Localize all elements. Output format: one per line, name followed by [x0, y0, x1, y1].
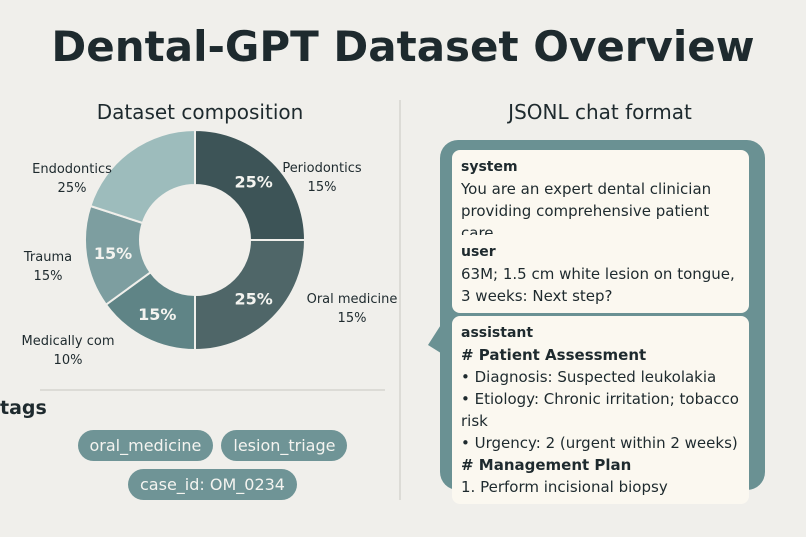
category-percent: 15%	[34, 269, 63, 284]
category-label: Oral medicine	[307, 292, 398, 307]
message-role: assistant	[461, 325, 534, 341]
tags-title: tags	[0, 397, 47, 419]
category-percent: 25%	[58, 181, 87, 196]
donut-slice	[194, 128, 307, 241]
chat-panel: system You are an expert dental clinician…	[440, 140, 765, 504]
slice-label: 25%	[235, 290, 273, 309]
category-percent: 15%	[308, 180, 337, 195]
message-line: # Management Plan	[461, 456, 632, 474]
category-percent: 15%	[338, 311, 367, 326]
message: system You are an expert dental clinician…	[452, 150, 749, 250]
message-line: 63M; 1.5 cm white lesion on tongue,	[461, 265, 735, 283]
slice-label: 15%	[94, 244, 132, 263]
slice-label: 15%	[138, 305, 176, 324]
chat-title: JSONL chat format	[508, 100, 692, 124]
message-line: # Patient Assessment	[461, 346, 647, 364]
donut-slice	[194, 239, 307, 352]
category-label: Endodontics	[32, 162, 112, 177]
message: assistant # Patient Assessment • Diagnosis…	[452, 316, 749, 504]
tag: oral_medicine	[77, 430, 214, 461]
slice-label: 25%	[235, 172, 273, 191]
message-line: You are an expert dental clinician	[461, 180, 712, 198]
message-role: user	[461, 244, 496, 260]
tag: lesion_triage	[221, 430, 348, 461]
message-line: • Urgency: 2 (urgent within 2 weeks)	[461, 434, 738, 452]
category-percent: 10%	[54, 353, 83, 368]
tag: case_id: OM_0234	[128, 469, 297, 500]
page-title: Dental-GPT Dataset Overview	[51, 22, 755, 71]
category-label: Medically com	[21, 334, 114, 349]
category-label: Trauma	[23, 250, 72, 265]
message: user 63M; 1.5 cm white lesion on tongue, 3…	[452, 235, 749, 313]
category-label: Periodontics	[282, 161, 362, 176]
message-line: • Etiology: Chronic irritation; tobacco …	[461, 390, 739, 430]
chart-title: Dataset composition	[96, 100, 304, 124]
tag-list: oral_medicine lesion_triage case_id: OM_02…	[40, 430, 385, 500]
message-line: 1. Perform incisional biopsy	[461, 478, 668, 496]
message-role: system	[461, 159, 518, 175]
message-line: 3 weeks: Next step?	[461, 287, 613, 305]
donut-slice	[89, 128, 196, 225]
message-line: • Diagnosis: Suspected leukolakia	[461, 368, 717, 386]
